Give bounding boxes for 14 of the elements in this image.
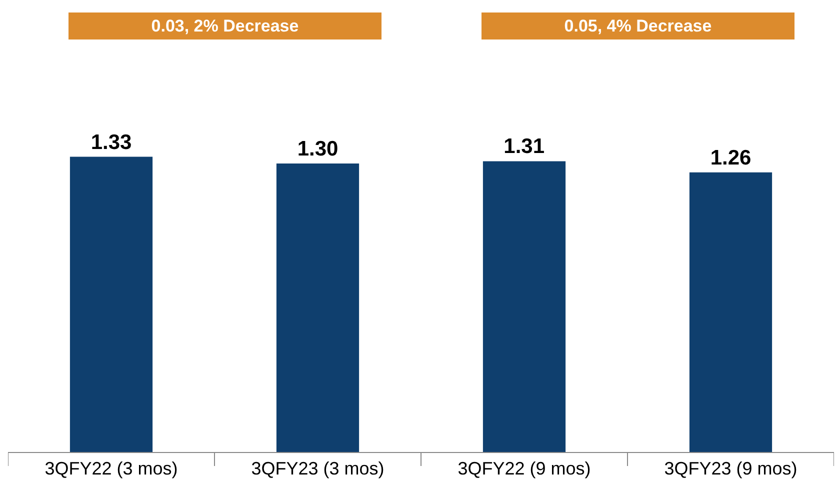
data-label: 1.26 (710, 146, 752, 170)
x-tick-label: 3QFY23 (3 mos) (251, 458, 384, 479)
bar (482, 161, 566, 452)
bar (689, 172, 772, 452)
text: 0.05, 4% Decrease (564, 16, 712, 36)
data-label: 1.33 (90, 130, 132, 154)
data-label: 1.31 (504, 135, 545, 158)
bar (70, 156, 153, 452)
x-tick-label: 3QFY22 (9 mos) (458, 458, 591, 479)
bar (276, 163, 360, 452)
x-tick-label: 3QFY23 (9 mos) (664, 458, 798, 479)
data-label: 1.30 (297, 137, 338, 160)
x-tick-label: 3QFY22 (3 mos) (44, 458, 178, 479)
text: 0.03, 2% Decrease (151, 16, 299, 36)
